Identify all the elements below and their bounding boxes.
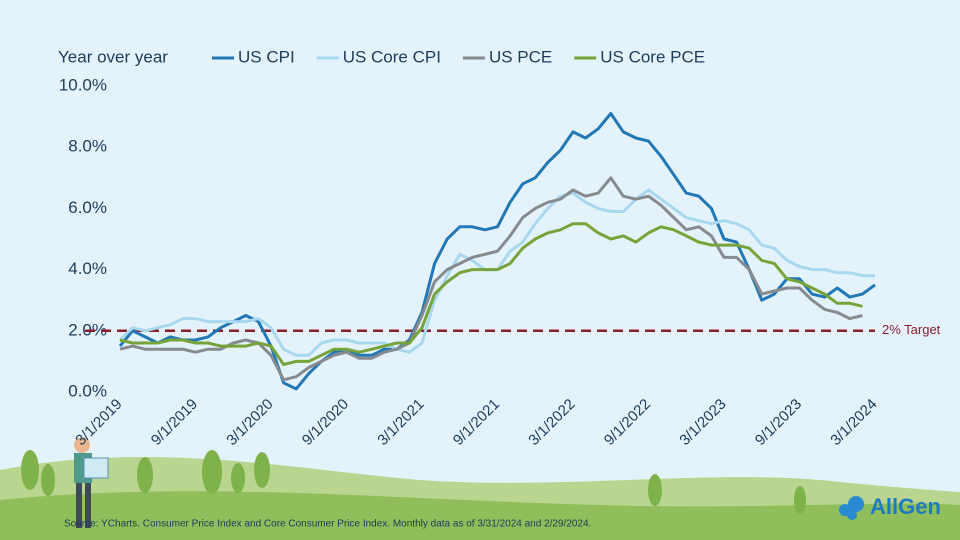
legend-label: US PCE xyxy=(489,47,552,66)
series-line xyxy=(119,222,863,366)
legend-label: US Core CPI xyxy=(343,47,441,66)
logo-mark xyxy=(839,496,864,520)
legend-label: US Core PCE xyxy=(600,47,705,66)
y-tick-label: 4.0% xyxy=(68,259,107,278)
trees xyxy=(21,450,806,514)
y-tick-label: 10.0% xyxy=(59,75,107,94)
y-tick-label: 6.0% xyxy=(68,198,107,217)
source-note: Source: YCharts. Consumer Price Index an… xyxy=(64,519,591,530)
logo: AllGen xyxy=(870,494,941,519)
target-label: 2% Target xyxy=(882,322,941,337)
y-tick-label: 8.0% xyxy=(68,137,107,156)
y-tick-label: 0.0% xyxy=(68,381,107,400)
hill-front xyxy=(0,491,960,540)
legend-label: US CPI xyxy=(238,47,295,66)
series-line xyxy=(119,176,863,382)
legend-title: Year over year xyxy=(58,47,168,66)
hiker xyxy=(74,437,109,528)
